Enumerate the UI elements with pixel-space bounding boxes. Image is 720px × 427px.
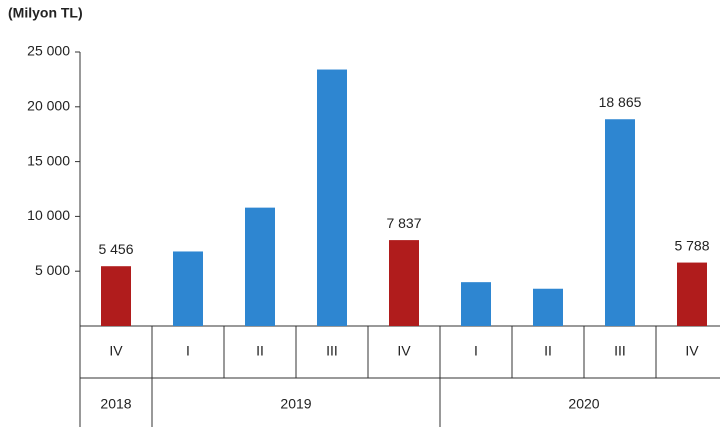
y-tick-label: 15 000: [27, 152, 70, 168]
y-tick-label: 5 000: [35, 262, 70, 278]
x-tick-label: II: [544, 343, 552, 359]
x-tick-label: III: [614, 343, 626, 359]
x-tick-label: I: [474, 343, 478, 359]
bar: [317, 69, 347, 326]
x-tick-label: I: [186, 343, 190, 359]
y-tick-label: 25 000: [27, 43, 70, 59]
bar: [461, 282, 491, 326]
y-tick-label: 10 000: [27, 207, 70, 223]
value-label: 7 837: [386, 215, 421, 231]
y-axis-label: (Milyon TL): [8, 5, 83, 21]
x-tick-label: III: [326, 343, 338, 359]
group-label: 2018: [100, 396, 131, 412]
bar: [389, 240, 419, 326]
bar: [173, 251, 203, 326]
bar: [533, 288, 563, 326]
bar: [677, 262, 707, 326]
bar: [101, 266, 131, 326]
group-label: 2020: [568, 396, 599, 412]
bar: [605, 119, 635, 327]
y-tick-label: 20 000: [27, 98, 70, 114]
x-tick-label: II: [256, 343, 264, 359]
x-tick-label: IV: [109, 343, 123, 359]
value-label: 5 456: [98, 241, 133, 257]
x-tick-label: IV: [685, 343, 699, 359]
value-label: 5 788: [674, 237, 709, 253]
x-tick-label: IV: [397, 343, 411, 359]
value-label: 18 865: [599, 94, 642, 110]
group-label: 2019: [280, 396, 311, 412]
bar: [245, 207, 275, 326]
